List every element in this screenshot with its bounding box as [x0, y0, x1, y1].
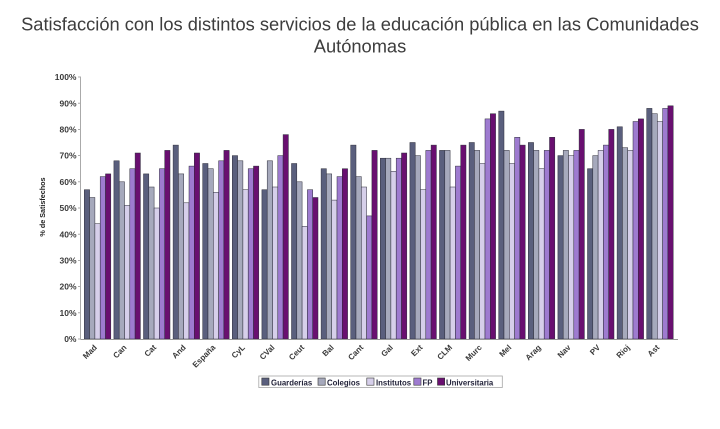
svg-text:Autónomas: Autónomas: [314, 35, 406, 56]
svg-text:Universitaria: Universitaria: [446, 379, 494, 388]
svg-text:70%: 70%: [59, 151, 76, 161]
svg-text:Guarderías: Guarderías: [271, 379, 313, 388]
svg-text:10%: 10%: [59, 308, 76, 318]
svg-text:Institutos: Institutos: [376, 379, 412, 388]
svg-text:80%: 80%: [59, 125, 76, 135]
svg-text:Satisfacción con los distintos: Satisfacción con los distintos servicios…: [21, 14, 699, 35]
svg-text:100%: 100%: [55, 72, 77, 82]
svg-text:60%: 60%: [59, 177, 76, 187]
svg-text:50%: 50%: [59, 203, 76, 213]
svg-text:40%: 40%: [59, 229, 76, 239]
svg-text:30%: 30%: [59, 256, 76, 266]
svg-text:90%: 90%: [59, 98, 76, 108]
svg-text:FP: FP: [423, 379, 433, 388]
svg-text:Colegios: Colegios: [327, 379, 361, 388]
svg-text:0%: 0%: [64, 334, 77, 344]
svg-text:20%: 20%: [59, 282, 76, 292]
svg-text:% de Satisfechos: % de Satisfechos: [38, 177, 47, 236]
